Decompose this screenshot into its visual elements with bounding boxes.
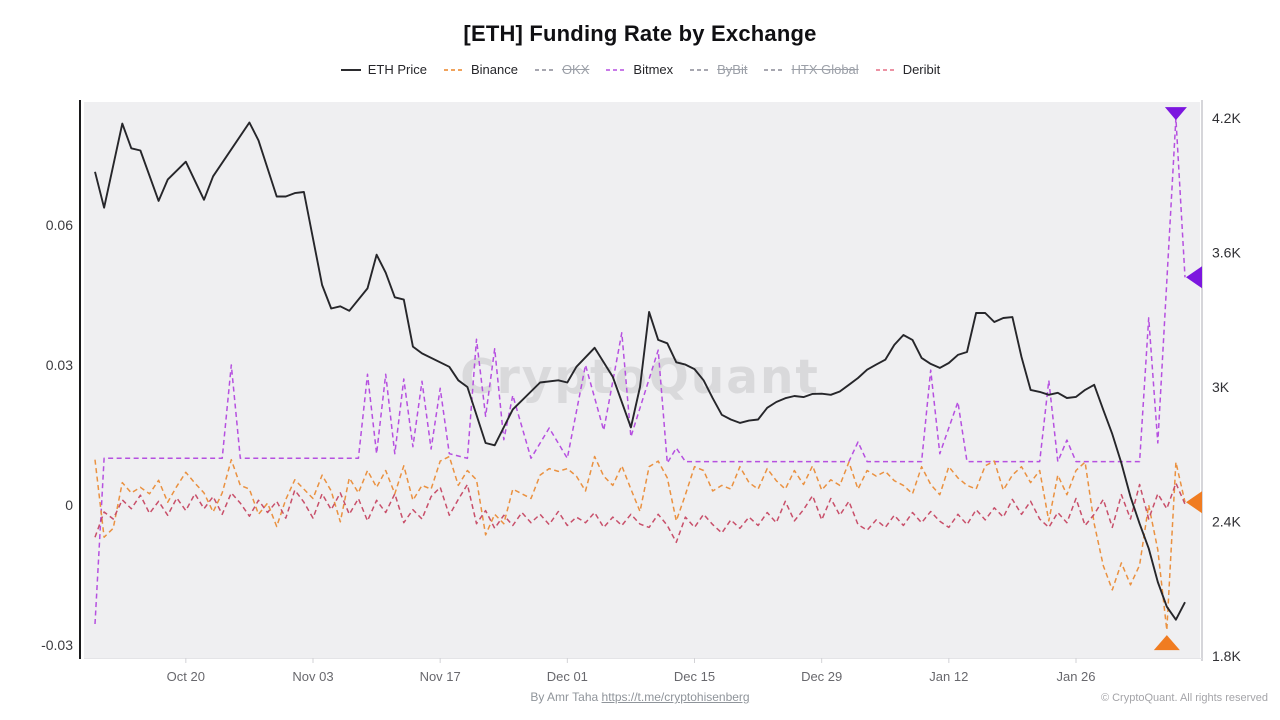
deribit-line-swatch-icon (875, 68, 896, 71)
legend: ETH Price Binance OKX Bitmex ByBit HTX Global… (0, 62, 1280, 77)
last-value-arrow-left-icon (1186, 266, 1202, 289)
y-right-tick-label: 4.2K (1212, 110, 1241, 126)
y-right-tick-label: 3.6K (1212, 245, 1241, 261)
series-deribit-line (94, 482, 1186, 544)
min-marker-triangle-up-icon (1153, 635, 1180, 651)
legend-item-bybit[interactable]: ByBit (689, 62, 747, 77)
plot-background[interactable] (84, 102, 1200, 658)
x-tick-label: Nov 17 (420, 669, 461, 684)
legend-label: Deribit (902, 62, 941, 77)
x-tick-label: Jan 12 (929, 669, 968, 684)
max-marker-triangle-down-icon (1164, 107, 1187, 121)
y-right-tick-label: 2.4K (1212, 514, 1241, 530)
legend-label: HTX Global (791, 62, 859, 77)
series-binance-line (94, 455, 1186, 631)
y-right-tick-label: 1.8K (1212, 648, 1241, 664)
y-left-tick-label: 0.06 (46, 217, 73, 233)
eth-price-line-swatch-icon (340, 68, 361, 71)
series-bitmex-line (94, 117, 1186, 625)
series-eth-price-line (94, 121, 1186, 621)
credit-link[interactable]: https://t.me/cryptohisenberg (601, 690, 750, 704)
y-left-tick-label: 0 (65, 497, 73, 513)
x-tick-label: Dec 15 (674, 669, 715, 684)
legend-item-okx[interactable]: OKX (534, 62, 589, 77)
credit-author: By Amr Taha (530, 690, 602, 704)
last-value-arrow-left-icon (1186, 491, 1202, 514)
bybit-line-swatch-icon (690, 68, 711, 71)
legend-item-bitmex[interactable]: Bitmex (605, 62, 673, 77)
y-right-tick-label: 3K (1212, 379, 1230, 395)
legend-label: ETH Price (367, 62, 427, 77)
htx-global-line-swatch-icon (764, 68, 785, 71)
y-left-tick-label: -0.03 (41, 637, 73, 653)
okx-line-swatch-icon (534, 68, 555, 71)
legend-label: Bitmex (633, 62, 674, 77)
legend-item-binance[interactable]: Binance (443, 62, 518, 77)
binance-line-swatch-icon (443, 68, 464, 71)
legend-item-htx-global[interactable]: HTX Global (763, 62, 859, 77)
legend-label: ByBit (717, 62, 748, 77)
legend-item-eth-price[interactable]: ETH Price (340, 62, 427, 77)
x-tick-label: Oct 20 (167, 669, 205, 684)
y-left-tick-label: 0.03 (46, 357, 73, 373)
x-tick-label: Jan 26 (1056, 669, 1095, 684)
x-tick-label: Dec 29 (801, 669, 842, 684)
page-title: [ETH] Funding Rate by Exchange (463, 21, 817, 46)
watermark: CryptoQuant (460, 350, 820, 405)
bitmex-line-swatch-icon (606, 68, 627, 71)
x-tick-label: Nov 03 (292, 669, 333, 684)
x-tick-label: Dec 01 (547, 669, 588, 684)
legend-label: Binance (470, 62, 518, 77)
footer-credit: By Amr Taha https://t.me/cryptohisenberg (0, 690, 1280, 704)
legend-item-deribit[interactable]: Deribit (875, 62, 941, 77)
legend-label: OKX (561, 62, 590, 77)
copyright-notice: © CryptoQuant. All rights reserved (1100, 692, 1268, 704)
